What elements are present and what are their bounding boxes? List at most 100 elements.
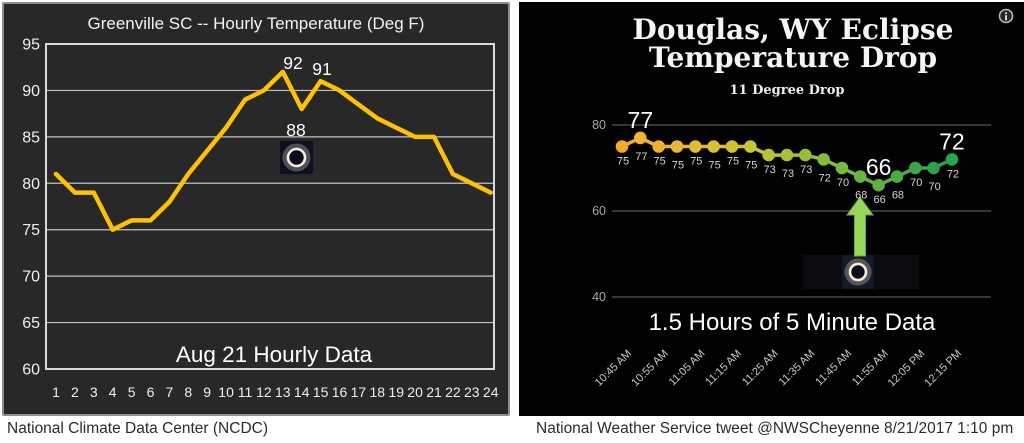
point-label: 72: [819, 172, 831, 184]
point-label: 75: [690, 156, 702, 168]
x-tick-label: 14: [294, 384, 310, 400]
temperature-line: [53, 69, 493, 232]
point-annotation: 92: [283, 53, 302, 73]
point-label: 75: [727, 156, 739, 168]
x-tick-label: 4: [109, 384, 117, 400]
x-tick-label: 16: [332, 384, 348, 400]
data-point: [872, 178, 885, 192]
left-source-caption: National Climate Data Center (NCDC): [7, 420, 268, 437]
x-tick-label: 5: [128, 384, 136, 400]
y-tick-label: 40: [592, 290, 606, 304]
greenville-chart: Greenville SC -- Hourly Temperature (Deg…: [22, 14, 499, 400]
point-label: 68: [892, 190, 904, 202]
data-point: [670, 140, 684, 153]
eclipse-disc: [848, 262, 868, 282]
point-label: 77: [635, 151, 647, 163]
plot-border: [45, 43, 495, 370]
point-label: 75: [709, 160, 721, 172]
y-tick-label: 60: [22, 362, 40, 379]
x-tick-label: 11:05 AM: [667, 348, 708, 389]
info-icon[interactable]: [998, 8, 1014, 24]
point-label: 73: [782, 168, 794, 180]
point-label: 73: [800, 164, 812, 176]
data-point: [634, 131, 647, 145]
right-source-caption: National Weather Service tweet @NWSCheye…: [536, 420, 1014, 437]
point-label: 75: [745, 160, 757, 172]
x-tick-label: 13: [275, 384, 291, 400]
x-tick-label: 24: [483, 384, 499, 400]
total-eclipse-photo: [844, 258, 872, 286]
chart-note: 1.5 Hours of 5 Minute Data: [649, 309, 936, 336]
x-tick-label: 6: [147, 384, 155, 400]
highlight-label: 66: [866, 154, 892, 180]
y-tick-label: 60: [592, 204, 606, 218]
point-annotation: 91: [312, 59, 331, 79]
eclipse-arrow: [846, 196, 874, 257]
point-annotation: 88: [286, 120, 305, 140]
x-tick-label: 9: [203, 384, 211, 400]
eclipse-corona-glow: [844, 258, 872, 286]
data-point: [762, 148, 775, 162]
point-label: 70: [837, 177, 849, 189]
x-tick-label: 23: [464, 384, 480, 400]
data-point: [927, 161, 940, 175]
greenville-chart-panel: Greenville SC -- Hourly Temperature (Deg…: [2, 2, 510, 416]
x-tick-label: 15: [313, 384, 329, 400]
y-tick-label: 70: [22, 269, 40, 286]
x-tick-label: 7: [166, 384, 174, 400]
point-label: 75: [654, 156, 666, 168]
y-tick-label: 65: [22, 315, 40, 332]
data-point: [615, 140, 629, 153]
data-point: [890, 170, 904, 183]
x-tick-label: 17: [351, 384, 367, 400]
data-point: [835, 161, 849, 175]
x-tick-label: 11: [238, 384, 253, 400]
data-point: [817, 153, 830, 166]
x-tick-label: 12:05 PM: [886, 348, 928, 390]
data-point: [744, 140, 757, 153]
chart-subtitle: 11 Degree Drop: [729, 83, 844, 98]
data-point: [780, 148, 794, 162]
x-tick-label: 10:45 AM: [593, 348, 634, 389]
point-label: 73: [764, 164, 776, 176]
x-tick-label: 11:55 AM: [850, 348, 891, 389]
x-tick-label: 1: [52, 384, 60, 400]
data-point: [689, 140, 702, 153]
y-tick-label: 95: [22, 37, 40, 54]
x-tick-label: 11:25 AM: [740, 348, 781, 389]
x-tick-label: 18: [370, 384, 386, 400]
y-tick-label: 75: [22, 222, 40, 239]
x-tick-label: 11:15 AM: [703, 348, 744, 389]
point-label: 66: [873, 194, 885, 206]
x-tick-label: 8: [184, 384, 192, 400]
point-label: 75: [672, 160, 684, 172]
data-point: [799, 148, 812, 162]
x-tick-label: 11:35 AM: [777, 348, 818, 389]
x-tick-label: 12:15 PM: [922, 348, 964, 390]
x-tick-label: 22: [445, 384, 461, 400]
x-tick-label: 19: [388, 384, 404, 400]
x-tick-label: 10: [218, 384, 234, 400]
eclipse-disc: [286, 147, 307, 168]
x-tick-label: 3: [90, 384, 98, 400]
y-tick-label: 80: [22, 176, 40, 193]
point-label: 72: [947, 168, 959, 180]
chart-title-line2: Temperature Drop: [649, 41, 937, 74]
x-tick-label: 11:45 AM: [813, 348, 854, 389]
point-label: 68: [855, 190, 867, 202]
data-point: [853, 170, 867, 183]
y-tick-label: 80: [592, 118, 606, 132]
douglas-chart-panel: Douglas, WY Eclipse Temperature Drop 11 De…: [519, 2, 1024, 416]
x-tick-label: 2: [71, 384, 79, 400]
data-point: [707, 140, 720, 153]
point-label: 70: [928, 181, 940, 193]
point-label: 70: [910, 177, 922, 189]
chart-note: Aug 21 Hourly Data: [176, 342, 373, 367]
data-point: [908, 161, 922, 175]
x-tick-label: 12: [256, 384, 272, 400]
x-tick-label: 21: [426, 384, 442, 400]
highlight-label: 72: [939, 128, 965, 154]
chart-title-line1: Douglas, WY Eclipse: [633, 13, 954, 46]
